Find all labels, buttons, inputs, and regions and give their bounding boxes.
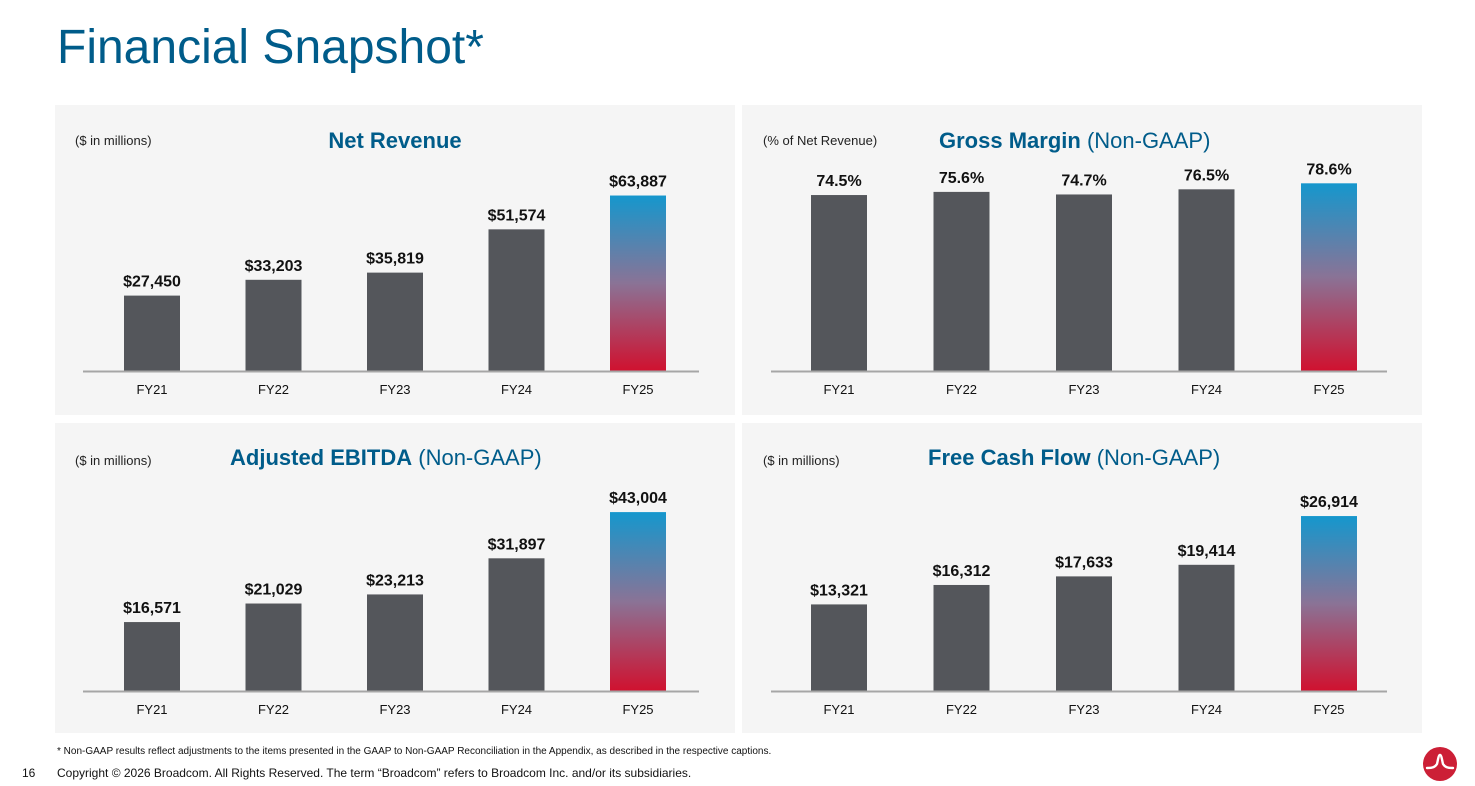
data-label-fy21: 74.5%	[816, 173, 861, 190]
chart-adjusted-ebitda: $16,571 FY21 $21,029 FY22 $23,213 FY23 $31,897…	[83, 490, 699, 717]
x-tick-label-fy21: FY21	[136, 382, 167, 397]
data-label-fy23: $35,819	[366, 251, 424, 268]
x-tick-label-fy22: FY22	[946, 702, 977, 717]
x-tick-label-fy23: FY23	[1068, 702, 1099, 717]
chart-title-suffix: (Non-GAAP)	[418, 445, 542, 470]
chart-title-main: Net Revenue	[328, 128, 462, 153]
chart-net-revenue: $27,450 FY21 $33,203 FY22 $35,819 FY23 $51,574…	[83, 174, 699, 397]
bar-fy21	[811, 195, 867, 371]
data-label-fy22: $16,312	[933, 563, 991, 580]
chart-title-suffix: (Non-GAAP)	[1096, 445, 1221, 470]
broadcom-logo-icon	[1423, 747, 1457, 781]
x-tick-label-fy23: FY23	[1068, 382, 1099, 397]
data-label-fy23: $17,633	[1055, 554, 1113, 571]
x-tick-label-fy23: FY23	[379, 702, 410, 717]
chart-free-cash-flow: $13,321 FY21 $16,312 FY22 $17,633 FY23 $19,414…	[771, 494, 1387, 717]
chart-title: Net Revenue	[55, 128, 735, 154]
unit-note: ($ in millions)	[75, 133, 152, 148]
bar-fy25	[1301, 183, 1357, 371]
bar-fy23	[1056, 576, 1112, 691]
x-tick-label-fy24: FY24	[1191, 382, 1222, 397]
chart-title-main: Free Cash Flow	[928, 445, 1091, 470]
chart-title: Adjusted EBITDA (Non-GAAP)	[230, 445, 542, 471]
bar-fy24	[1178, 564, 1235, 691]
chart-panel-net-revenue: ($ in millions) Net Revenue $27,450 FY21 $…	[55, 105, 735, 415]
data-label-fy24: $31,897	[488, 536, 546, 553]
data-label-fy23: $23,213	[366, 572, 424, 589]
chart-title-main: Adjusted EBITDA	[230, 445, 413, 470]
bar-fy21	[124, 622, 180, 691]
footnote: * Non-GAAP results reflect adjustments t…	[57, 746, 772, 757]
chart-title: Free Cash Flow (Non-GAAP)	[928, 445, 1220, 471]
logo-circle	[1423, 747, 1457, 781]
data-label-fy24: 76.5%	[1184, 167, 1229, 184]
data-label-fy22: $33,203	[245, 258, 303, 275]
x-tick-label-fy24: FY24	[501, 702, 532, 717]
unit-note: ($ in millions)	[75, 453, 152, 468]
unit-note: (% of Net Revenue)	[763, 133, 878, 148]
data-label-fy21: $27,450	[123, 274, 181, 291]
bar-fy21	[811, 604, 867, 691]
data-label-fy22: $21,029	[245, 582, 303, 599]
x-tick-label-fy21: FY21	[136, 702, 167, 717]
x-tick-label-fy24: FY24	[1191, 702, 1222, 717]
data-label-fy25: $26,914	[1300, 494, 1358, 511]
x-tick-label-fy22: FY22	[258, 702, 289, 717]
x-tick-label-fy25: FY25	[1313, 382, 1344, 397]
bar-fy22	[245, 279, 302, 371]
chart-panel-free-cash-flow: ($ in millions) Free Cash Flow (Non-GAAP…	[742, 423, 1422, 733]
data-label-fy24: $19,414	[1178, 543, 1236, 560]
bar-fy22	[933, 584, 990, 691]
bar-fy24	[488, 229, 545, 371]
bar-fy22	[933, 191, 990, 371]
bar-fy23	[1056, 194, 1112, 371]
unit-note: ($ in millions)	[763, 453, 840, 468]
chart-title-suffix: (Non-GAAP)	[1086, 128, 1211, 153]
x-tick-label-fy23: FY23	[379, 382, 410, 397]
x-tick-label-fy25: FY25	[1313, 702, 1344, 717]
x-tick-label-fy22: FY22	[258, 382, 289, 397]
data-label-fy21: $13,321	[810, 582, 868, 599]
logo-wave	[1425, 753, 1455, 770]
bar-fy21	[124, 295, 180, 371]
chart-panel-gross-margin: (% of Net Revenue) Gross Margin (Non-GAA…	[742, 105, 1422, 415]
bar-fy23	[367, 594, 423, 691]
data-label-fy23: 74.7%	[1061, 172, 1106, 189]
bar-fy23	[367, 272, 423, 371]
chart-gross-margin: 74.5% FY21 75.6% FY22 74.7% FY23 76.5% FY24 78.6…	[771, 161, 1387, 397]
data-label-fy21: $16,571	[123, 600, 181, 617]
x-tick-label-fy25: FY25	[622, 702, 653, 717]
page-title: Financial Snapshot*	[57, 21, 484, 74]
chart-title-main: Gross Margin	[939, 128, 1081, 153]
x-tick-label-fy21: FY21	[823, 382, 854, 397]
x-tick-label-fy24: FY24	[501, 382, 532, 397]
chart-panel-adjusted-ebitda: ($ in millions) Adjusted EBITDA (Non-GAA…	[55, 423, 735, 733]
x-tick-label-fy25: FY25	[622, 382, 653, 397]
data-label-fy25: 78.6%	[1306, 161, 1351, 178]
page-number: 16	[22, 766, 36, 780]
bar-fy25	[1301, 516, 1357, 691]
data-label-fy25: $63,887	[609, 174, 667, 191]
x-tick-label-fy22: FY22	[946, 382, 977, 397]
copyright: Copyright © 2026 Broadcom. All Rights Re…	[57, 766, 692, 780]
data-label-fy22: 75.6%	[939, 170, 984, 187]
x-tick-label-fy21: FY21	[823, 702, 854, 717]
bar-fy22	[245, 603, 302, 691]
data-label-fy25: $43,004	[609, 490, 667, 507]
data-label-fy24: $51,574	[488, 207, 546, 224]
bar-fy24	[488, 558, 545, 691]
bar-fy25	[610, 512, 666, 691]
bar-fy25	[610, 195, 666, 371]
bar-fy24	[1178, 189, 1235, 371]
chart-title: Gross Margin (Non-GAAP)	[939, 128, 1210, 154]
